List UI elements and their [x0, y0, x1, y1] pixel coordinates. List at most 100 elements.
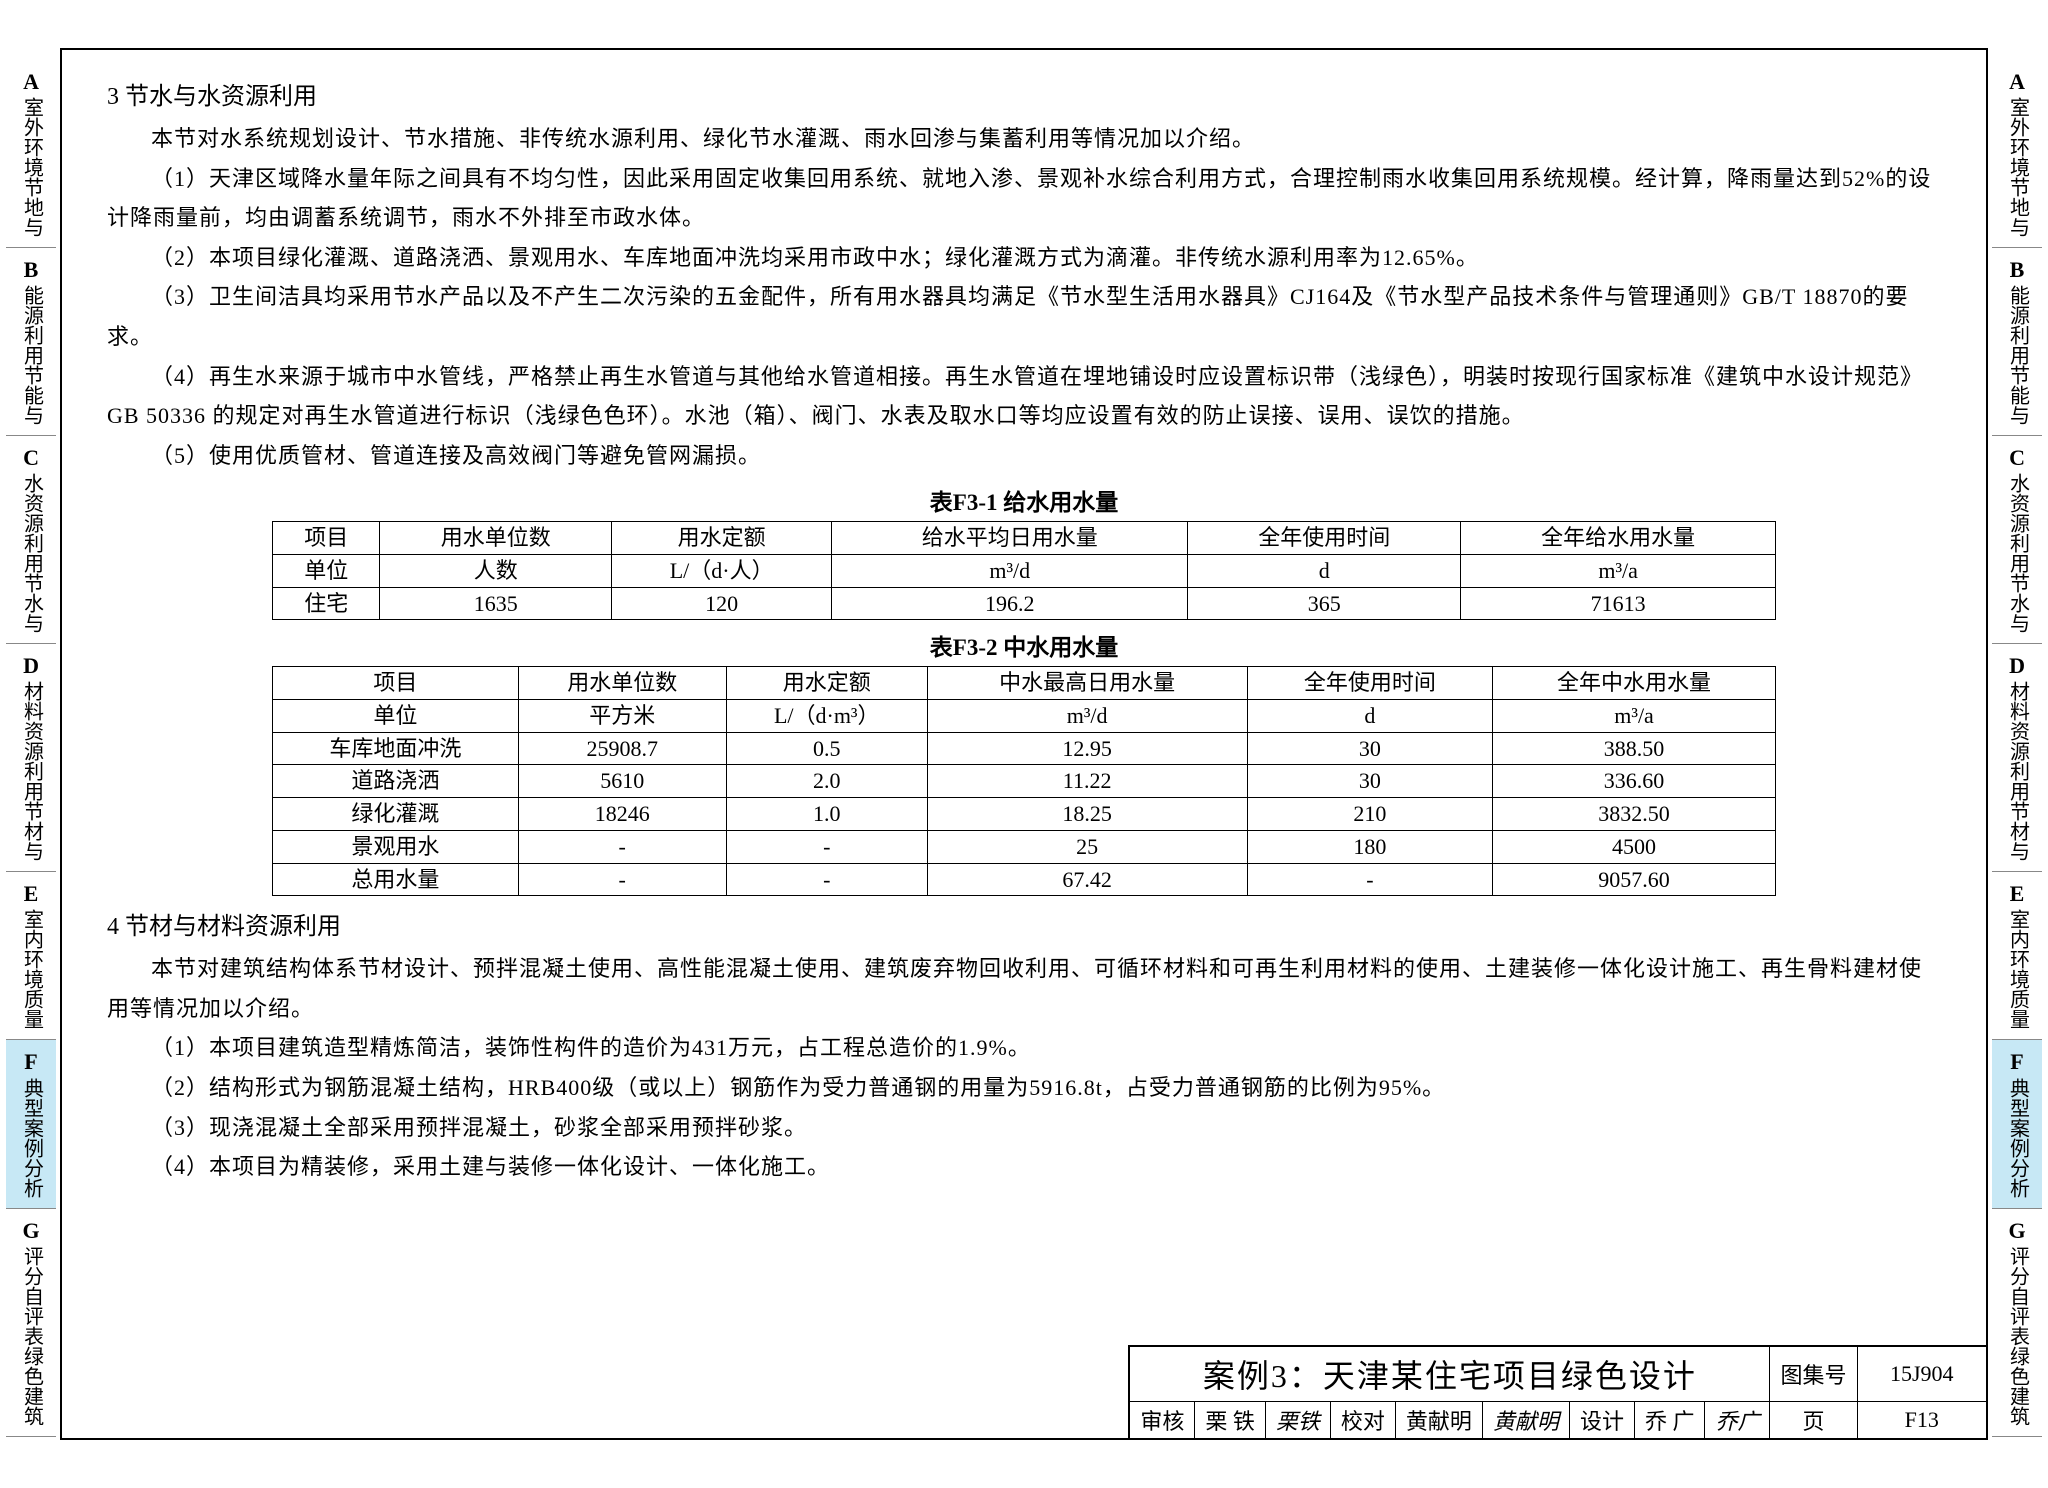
tab-A[interactable]: A室外环境节地与 — [1992, 60, 2042, 248]
table-cell: 5610 — [518, 765, 726, 798]
table-cell: 0.5 — [726, 732, 927, 765]
table-cell: 住宅 — [273, 587, 380, 620]
table-cell: 给水平均日用水量 — [832, 522, 1188, 555]
table-cell: 道路浇洒 — [273, 765, 519, 798]
table-cell: 全年给水用水量 — [1461, 522, 1776, 555]
table-cell: m³/d — [927, 700, 1247, 733]
table2-caption: 表F3-2 中水用水量 — [107, 628, 1941, 662]
table-cell: d — [1247, 700, 1493, 733]
table-cell: d — [1188, 555, 1461, 588]
table-cell: 用水定额 — [612, 522, 832, 555]
table-cell: 项目 — [273, 522, 380, 555]
table-cell: 18246 — [518, 798, 726, 831]
table-cell: 全年中水用水量 — [1493, 667, 1776, 700]
table-cell: 总用水量 — [273, 863, 519, 896]
section3-item2: （2）本项目绿化灌溉、道路浇洒、景观用水、车库地面冲洗均采用市政中水；绿化灌溉方… — [107, 238, 1941, 278]
tab-C[interactable]: C水资源利用节水与 — [6, 436, 56, 644]
jiaodui-signature: 黄献明 — [1482, 1402, 1569, 1440]
page-label: 页 — [1770, 1402, 1857, 1440]
tab-E[interactable]: E室内环境质量 — [6, 872, 56, 1040]
shenhe-label: 审核 — [1129, 1402, 1195, 1440]
jiaodui-label: 校对 — [1330, 1402, 1395, 1440]
table1-caption: 表F3-1 给水用水量 — [107, 483, 1941, 517]
table-cell: 人数 — [380, 555, 612, 588]
table-cell: 71613 — [1461, 587, 1776, 620]
tab-G[interactable]: G评分自评表绿色建筑 — [1992, 1209, 2042, 1437]
table-cell: 用水定额 — [726, 667, 927, 700]
table-cell: 1.0 — [726, 798, 927, 831]
table-cell: 4500 — [1493, 830, 1776, 863]
table-cell: L/（d·人） — [612, 555, 832, 588]
table-cell: L/（d·m³） — [726, 700, 927, 733]
section4-item1: （1）本项目建筑造型精炼简洁，装饰性构件的造价为431万元，占工程总造价的1.9… — [107, 1028, 1941, 1068]
tab-E[interactable]: E室内环境质量 — [1992, 872, 2042, 1040]
drawing-title: 案例3：天津某住宅项目绿色设计 — [1129, 1346, 1770, 1402]
section3-intro: 本节对水系统规划设计、节水措施、非传统水源利用、绿化节水灌溉、雨水回渗与集蓄利用… — [107, 119, 1941, 159]
table-cell: - — [726, 863, 927, 896]
table-cell: 绿化灌溉 — [273, 798, 519, 831]
table-cell: - — [518, 830, 726, 863]
table-cell: 120 — [612, 587, 832, 620]
table-cell: 车库地面冲洗 — [273, 732, 519, 765]
tuji-number: 15J904 — [1857, 1346, 1987, 1402]
table-cell: 30 — [1247, 732, 1493, 765]
page-number: F13 — [1857, 1402, 1987, 1440]
sheji-signature: 乔广 — [1705, 1402, 1770, 1440]
table-f3-1: 项目用水单位数用水定额给水平均日用水量全年使用时间全年给水用水量单位人数L/（d… — [272, 521, 1776, 620]
section3-title: 3 节水与水资源利用 — [107, 76, 1941, 111]
table-cell: - — [518, 863, 726, 896]
table-cell: 2.0 — [726, 765, 927, 798]
table-cell: 25908.7 — [518, 732, 726, 765]
table-cell: m³/a — [1461, 555, 1776, 588]
table-cell: 196.2 — [832, 587, 1188, 620]
right-tab-strip: A室外环境节地与B能源利用节能与C水资源利用节水与D材料资源利用节材与E室内环境… — [1992, 60, 2042, 1437]
title-block: 案例3：天津某住宅项目绿色设计图集号15J904审核栗 铁栗铁校对黄献明黄献明设… — [1128, 1345, 1988, 1440]
tab-F[interactable]: F典型案例分析 — [6, 1040, 56, 1208]
tab-D[interactable]: D材料资源利用节材与 — [6, 644, 56, 872]
tab-B[interactable]: B能源利用节能与 — [6, 248, 56, 436]
table-cell: 18.25 — [927, 798, 1247, 831]
table-cell: 67.42 — [927, 863, 1247, 896]
section4-title: 4 节材与材料资源利用 — [107, 906, 1941, 941]
table-cell: 1635 — [380, 587, 612, 620]
table-cell: 单位 — [273, 555, 380, 588]
section3-item3: （3）卫生间洁具均采用节水产品以及不产生二次污染的五金配件，所有用水器具均满足《… — [107, 277, 1941, 356]
table-cell: - — [726, 830, 927, 863]
tab-D[interactable]: D材料资源利用节材与 — [1992, 644, 2042, 872]
sheji-name: 乔 广 — [1634, 1402, 1705, 1440]
section3-item5: （5）使用优质管材、管道连接及高效阀门等避免管网漏损。 — [107, 436, 1941, 476]
table-cell: - — [1247, 863, 1493, 896]
table-cell: 单位 — [273, 700, 519, 733]
tab-F[interactable]: F典型案例分析 — [1992, 1040, 2042, 1208]
table-cell: 336.60 — [1493, 765, 1776, 798]
section4-item2: （2）结构形式为钢筋混凝土结构，HRB400级（或以上）钢筋作为受力普通钢的用量… — [107, 1068, 1941, 1108]
section4-item3: （3）现浇混凝土全部采用预拌混凝土，砂浆全部采用预拌砂浆。 — [107, 1108, 1941, 1148]
shenhe-name: 栗 铁 — [1195, 1402, 1266, 1440]
tuji-label: 图集号 — [1770, 1346, 1857, 1402]
tab-C[interactable]: C水资源利用节水与 — [1992, 436, 2042, 644]
table-cell: 180 — [1247, 830, 1493, 863]
table-cell: 用水单位数 — [518, 667, 726, 700]
section4-intro: 本节对建筑结构体系节材设计、预拌混凝土使用、高性能混凝土使用、建筑废弃物回收利用… — [107, 949, 1941, 1028]
table-cell: 中水最高日用水量 — [927, 667, 1247, 700]
shenhe-signature: 栗铁 — [1265, 1402, 1330, 1440]
tab-G[interactable]: G评分自评表绿色建筑 — [6, 1209, 56, 1437]
tab-A[interactable]: A室外环境节地与 — [6, 60, 56, 248]
table-cell: 210 — [1247, 798, 1493, 831]
table-cell: 平方米 — [518, 700, 726, 733]
table-cell: 30 — [1247, 765, 1493, 798]
table-cell: 12.95 — [927, 732, 1247, 765]
table-cell: 景观用水 — [273, 830, 519, 863]
left-tab-strip: A室外环境节地与B能源利用节能与C水资源利用节水与D材料资源利用节材与E室内环境… — [6, 60, 56, 1437]
table-cell: 25 — [927, 830, 1247, 863]
sheji-label: 设计 — [1569, 1402, 1634, 1440]
tab-B[interactable]: B能源利用节能与 — [1992, 248, 2042, 436]
page-frame: 3 节水与水资源利用 本节对水系统规划设计、节水措施、非传统水源利用、绿化节水灌… — [60, 48, 1988, 1440]
table-cell: 3832.50 — [1493, 798, 1776, 831]
section4-item4: （4）本项目为精装修，采用土建与装修一体化设计、一体化施工。 — [107, 1147, 1941, 1187]
table-cell: m³/a — [1493, 700, 1776, 733]
table-cell: 388.50 — [1493, 732, 1776, 765]
table-cell: m³/d — [832, 555, 1188, 588]
table-f3-2: 项目用水单位数用水定额中水最高日用水量全年使用时间全年中水用水量单位平方米L/（… — [272, 666, 1776, 896]
table-cell: 11.22 — [927, 765, 1247, 798]
